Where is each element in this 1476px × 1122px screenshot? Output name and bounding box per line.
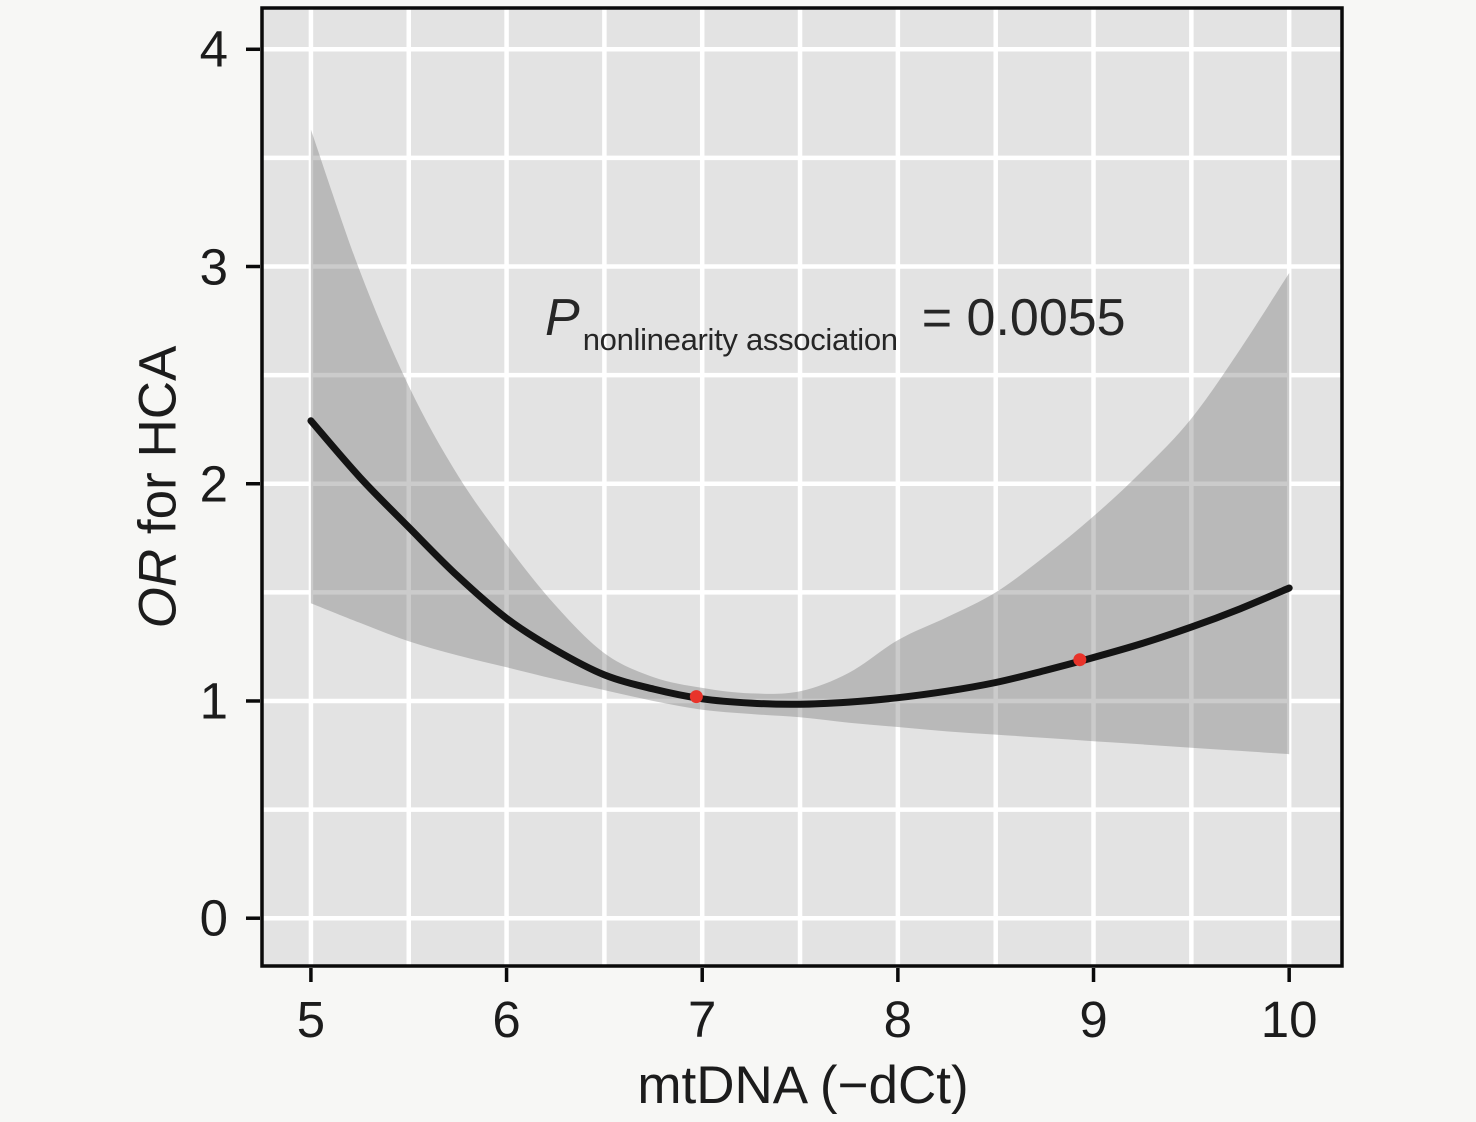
reference-point — [1073, 653, 1087, 667]
x-tick-label: 10 — [1260, 991, 1318, 1048]
x-tick-label: 7 — [688, 991, 717, 1048]
annotation-value: = 0.0055 — [921, 289, 1126, 347]
annotation-p-symbol: P — [545, 289, 580, 347]
x-tick-label: 6 — [492, 991, 521, 1048]
x-tick-label: 9 — [1079, 991, 1108, 1048]
p-value-annotation: Pnonlinearity association = 0.0055 — [545, 288, 1126, 357]
x-tick-label: 8 — [883, 991, 913, 1048]
spline-curve — [307, 417, 1293, 708]
y-tick-label: 3 — [199, 238, 228, 295]
y-tick-label: 4 — [199, 20, 228, 78]
y-axis-label-rest: for HCA — [128, 345, 188, 549]
x-tick-label: 5 — [296, 991, 326, 1048]
reference-point — [689, 690, 703, 704]
confidence-band — [310, 129, 1290, 755]
x-axis-label: mtDNA (−dCt) — [637, 1056, 969, 1115]
y-axis-label-italic: OR — [128, 548, 188, 629]
y-tick-label: 2 — [199, 455, 228, 513]
plot-border — [260, 6, 1344, 968]
y-axis-label: OR for HCA — [128, 346, 189, 629]
annotation-subscript: nonlinearity association — [582, 322, 898, 357]
y-tick-label: 1 — [199, 672, 228, 730]
y-tick-label: 0 — [199, 889, 228, 947]
